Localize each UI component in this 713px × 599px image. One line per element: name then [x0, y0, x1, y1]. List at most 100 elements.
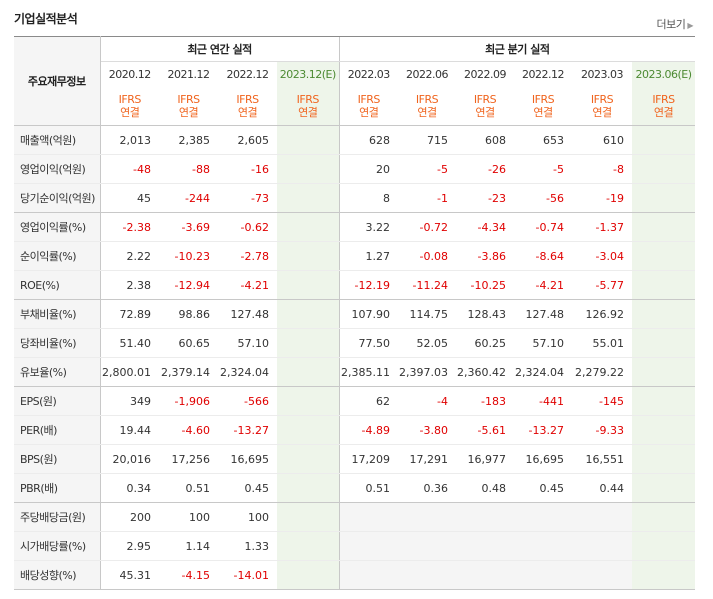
quarter-value	[632, 212, 696, 242]
quarter-value	[456, 502, 515, 532]
annual-value: 16,695	[218, 444, 277, 474]
annual-value	[277, 212, 340, 242]
annual-value: 98.86	[159, 299, 218, 329]
row-label: 배당성향(%)	[14, 560, 101, 590]
quarter-period-0: 2022.03	[338, 61, 399, 88]
row-label: 매출액(억원)	[14, 125, 101, 155]
quarter-period-3: 2022.12	[522, 68, 565, 82]
annual-value: 17,256	[159, 444, 218, 474]
table-row: EPS(원) 349 -1,906 -566 62 -4 -183 -441 -145	[14, 386, 696, 416]
row-label: 영업이익률(%)	[14, 212, 101, 242]
quarter-value: 608	[456, 125, 515, 155]
table-row: 배당성향(%) 45.31 -4.15 -14.01	[14, 560, 696, 590]
annual-value	[277, 473, 340, 503]
basis-consolidated: 연결	[178, 106, 199, 120]
quarter-value: 57.10	[514, 328, 573, 358]
quarter-value: 17,291	[398, 444, 457, 474]
table-row: 당기순이익(억원) 45 -244 -73 8 -1 -23 -56 -19	[14, 183, 696, 213]
row-label: BPS(원)	[14, 444, 101, 474]
annual-value	[277, 531, 340, 561]
table-row: 영업이익(억원) -48 -88 -16 20 -5 -26 -5 -8	[14, 154, 696, 184]
annual-value: 2,379.14	[159, 357, 218, 387]
quarter-group-header: 최근 분기 실적	[338, 36, 696, 62]
table-row: BPS(원) 20,016 17,256 16,695 17,209 17,291 16,9…	[14, 444, 696, 474]
annual-value: -14.01	[218, 560, 277, 590]
quarter-value	[514, 560, 573, 590]
basis-cell: IFRS 연결	[338, 87, 399, 126]
quarter-value: 0.36	[398, 473, 457, 503]
annual-value: 2.22	[99, 241, 159, 271]
quarter-value	[632, 125, 696, 155]
basis-cell: IFRS 연결	[277, 87, 340, 126]
annual-value: 2,324.04	[218, 357, 277, 387]
annual-value: 127.48	[218, 299, 277, 329]
annual-value	[277, 299, 340, 329]
annual-value: 0.45	[218, 473, 277, 503]
table-row: ROE(%) 2.38 -12.94 -4.21 -12.19 -11.24 -10.25-…	[14, 270, 696, 300]
more-link[interactable]: 더보기 ▶	[656, 16, 693, 32]
quarter-value: -12.19	[338, 270, 399, 300]
annual-group-header: 최근 연간 실적	[99, 36, 340, 62]
annual-value: 60.65	[159, 328, 218, 358]
quarter-value: 114.75	[398, 299, 457, 329]
annual-value	[277, 183, 340, 213]
quarter-value: -3.80	[398, 415, 457, 445]
annual-value	[277, 328, 340, 358]
quarter-value	[632, 183, 696, 213]
quarter-period-1: 2022.06	[406, 68, 449, 82]
quarter-value: -0.72	[398, 212, 457, 242]
basis-ifrs: IFRS	[652, 93, 675, 107]
quarter-value: 16,977	[456, 444, 515, 474]
annual-value	[277, 444, 340, 474]
basis-ifrs: IFRS	[177, 93, 200, 107]
annual-value: 349	[99, 386, 159, 416]
quarter-value: 62	[338, 386, 399, 416]
quarter-value: -5	[514, 154, 573, 184]
annual-value: -244	[159, 183, 218, 213]
annual-value: -2.38	[99, 212, 159, 242]
quarter-value	[572, 502, 633, 532]
annual-value	[277, 270, 340, 300]
quarter-value: 17,209	[338, 444, 399, 474]
table-row: PER(배) 19.44 -4.60 -13.27 -4.89 -3.80 -5.61 -13…	[14, 415, 696, 445]
table-row: 유보율(%) 2,800.01 2,379.14 2,324.04 2,385.11 2,…	[14, 357, 696, 387]
quarter-value	[632, 357, 696, 387]
basis-cell: IFRS 연결	[456, 87, 515, 126]
quarter-value: 52.05	[398, 328, 457, 358]
quarter-value	[632, 473, 696, 503]
annual-value: 1.33	[218, 531, 277, 561]
annual-value	[277, 502, 340, 532]
annual-value	[277, 560, 340, 590]
annual-value: -2.78	[218, 241, 277, 271]
section-title: 기업실적분석	[14, 12, 78, 26]
basis-ifrs: IFRS	[236, 93, 259, 107]
basis-consolidated: 연결	[592, 106, 612, 120]
quarter-value	[632, 154, 696, 184]
quarter-value: -56	[514, 183, 573, 213]
annual-value: -88	[159, 154, 218, 184]
quarter-value: 0.48	[456, 473, 515, 503]
basis-consolidated: 연결	[120, 106, 140, 120]
quarter-value: -441	[514, 386, 573, 416]
annual-period-3: 2023.12(E)	[277, 61, 340, 88]
quarter-value	[456, 531, 515, 561]
basis-consolidated: 연결	[475, 106, 495, 120]
annual-value: 2,605	[218, 125, 277, 155]
annual-value: 1.14	[159, 531, 218, 561]
basis-ifrs: IFRS	[473, 93, 497, 107]
quarter-value: 16,551	[572, 444, 633, 474]
row-label: 시가배당률(%)	[14, 531, 101, 561]
basis-cell: IFRS 연결	[514, 87, 573, 126]
quarter-value: -0.08	[398, 241, 457, 271]
quarter-value	[338, 531, 399, 561]
annual-value: 20,016	[99, 444, 159, 474]
annual-value: 2.38	[99, 270, 159, 300]
quarter-value	[398, 531, 457, 561]
quarter-value: -10.25	[456, 270, 515, 300]
annual-value	[277, 154, 340, 184]
basis-ifrs: IFRS	[531, 93, 555, 107]
basis-consolidated: 연결	[298, 106, 318, 120]
basis-cell: IFRS 연결	[99, 87, 159, 126]
annual-value: -4.60	[159, 415, 218, 445]
